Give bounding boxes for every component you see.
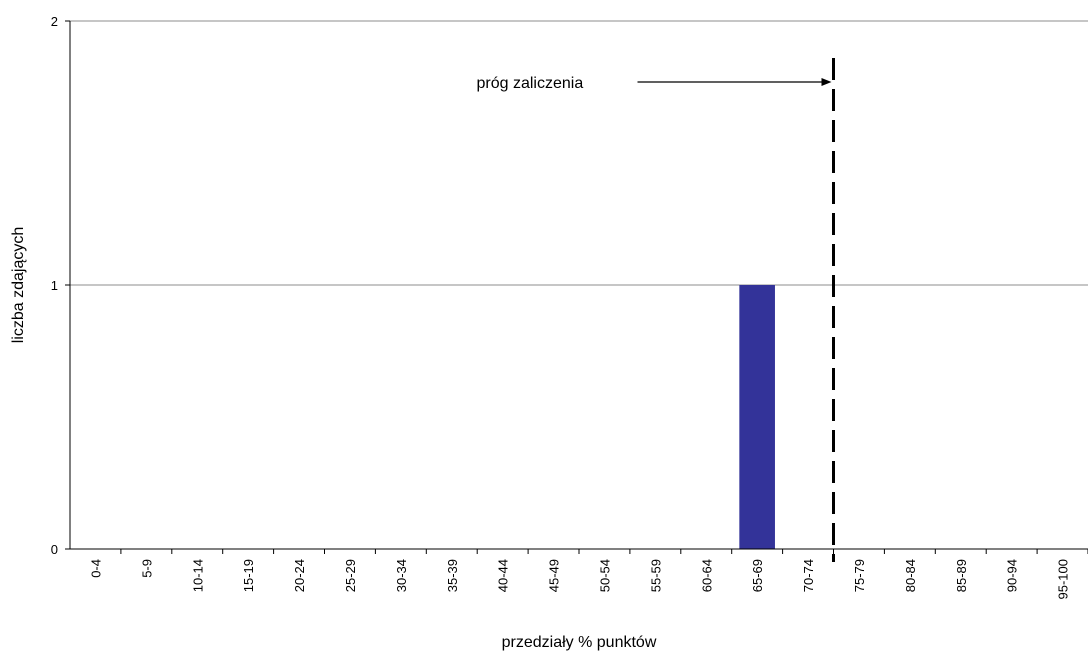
bars	[739, 285, 775, 549]
x-axis-title: przedziały % punktów	[502, 634, 657, 651]
x-tick-label: 50-54	[597, 559, 612, 592]
x-tick-label: 0-4	[88, 559, 103, 578]
threshold-label: próg zaliczenia	[477, 75, 584, 92]
x-tick-label: 85-89	[954, 559, 969, 592]
threshold-arrowhead	[821, 78, 832, 86]
bar-65-69	[739, 285, 775, 549]
y-tick-label: 0	[51, 542, 58, 557]
x-tick-label: 55-59	[648, 559, 663, 592]
x-tick-label: 30-34	[394, 559, 409, 592]
x-tick-label: 65-69	[750, 559, 765, 592]
x-tick-label: 95-100	[1056, 559, 1071, 599]
x-tick-label: 75-79	[852, 559, 867, 592]
x-tick-label: 60-64	[699, 559, 714, 592]
x-tick-label: 90-94	[1005, 559, 1020, 592]
x-tick-label: 20-24	[292, 559, 307, 592]
x-tick-label: 40-44	[496, 559, 511, 592]
x-tick-label: 5-9	[139, 559, 154, 578]
x-tick-label: 45-49	[547, 559, 562, 592]
y-tick-label: 1	[51, 278, 58, 293]
y-tick-label: 2	[51, 14, 58, 29]
x-tick-label: 35-39	[445, 559, 460, 592]
x-tick-label: 10-14	[190, 559, 205, 592]
y-axis-title: liczba zdających	[10, 227, 27, 344]
x-tick-label: 15-19	[241, 559, 256, 592]
threshold-marker: próg zaliczenia	[477, 58, 835, 562]
x-ticks: 0-4 5-9 10-14 15-19 20-24 25-29 30-34 35-39 40-4…	[88, 549, 1088, 599]
x-tick-label: 70-74	[801, 559, 816, 592]
gridlines	[70, 20, 1088, 286]
x-tick-label: 25-29	[343, 559, 358, 592]
y-ticks: 0 1 2	[51, 14, 70, 557]
x-tick-label: 80-84	[903, 559, 918, 592]
